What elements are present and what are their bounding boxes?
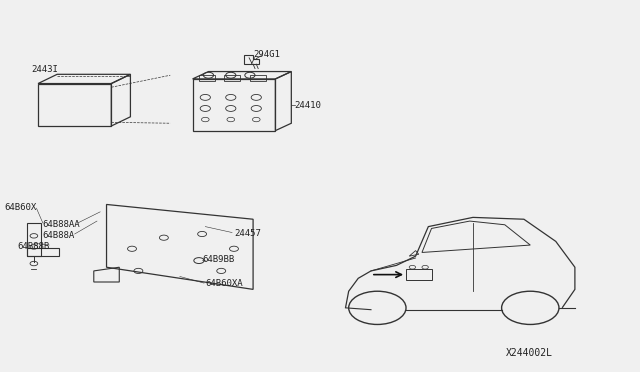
Text: 64B88AA: 64B88AA xyxy=(43,219,81,229)
Text: 24457: 24457 xyxy=(234,229,261,238)
Bar xyxy=(250,75,266,81)
Text: 294G1: 294G1 xyxy=(253,50,280,59)
Bar xyxy=(199,75,215,81)
Bar xyxy=(406,269,431,280)
Bar xyxy=(225,75,241,81)
Bar xyxy=(27,248,59,256)
Text: 64B9BB: 64B9BB xyxy=(202,255,234,264)
Text: 2443I: 2443I xyxy=(31,65,58,74)
Text: X244002L: X244002L xyxy=(506,348,552,358)
Text: 64B88A: 64B88A xyxy=(43,231,75,240)
Text: 64B60XA: 64B60XA xyxy=(205,279,243,288)
Text: 24410: 24410 xyxy=(294,102,321,110)
Text: 64B88B: 64B88B xyxy=(17,242,49,251)
Text: 64B60X: 64B60X xyxy=(4,203,37,212)
Bar xyxy=(27,223,41,256)
